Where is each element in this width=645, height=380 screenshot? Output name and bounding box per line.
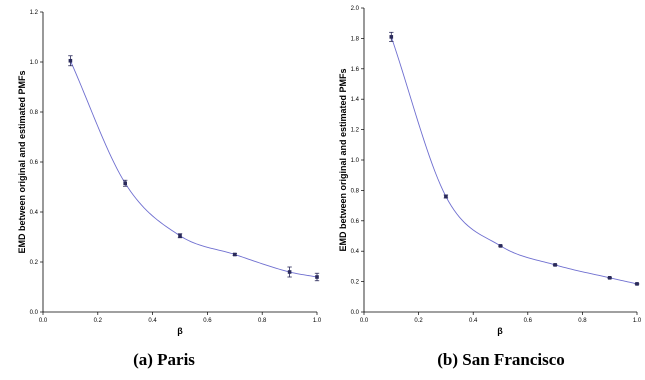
x-tick-label: 0.8 xyxy=(258,318,267,324)
caption-san-francisco: (b) San Francisco xyxy=(437,350,565,369)
y-tick-label: 0.6 xyxy=(351,219,360,225)
data-point xyxy=(553,263,557,267)
y-tick-label: 1.0 xyxy=(351,158,360,164)
ylabel-san-francisco: EMD between original and estimated PMFs xyxy=(338,68,348,251)
data-point xyxy=(444,194,448,199)
y-tick-label: 0.8 xyxy=(351,188,360,194)
x-tick-label: 0.4 xyxy=(148,318,157,324)
x-tick-label: 0.0 xyxy=(360,318,369,324)
x-tick-label: 0.8 xyxy=(578,318,587,324)
data-point xyxy=(287,270,292,274)
x-tick-label: 0.6 xyxy=(524,318,533,324)
y-tick-label: 1.6 xyxy=(351,67,360,73)
data-point xyxy=(498,244,503,248)
x-tick-label: 1.0 xyxy=(313,318,322,324)
xlabel-paris: β xyxy=(177,326,183,336)
y-tick-label: 0.0 xyxy=(351,310,360,316)
y-tick-label: 0.2 xyxy=(351,280,360,286)
chart-san-francisco: EMD between original and estimated PMFs … xyxy=(338,6,642,336)
x-tick-label: 0.2 xyxy=(414,318,423,324)
y-tick-label: 1.2 xyxy=(30,10,39,16)
chart-paris: EMD between original and estimated PMFs … xyxy=(17,10,322,336)
y-tick-label: 1.2 xyxy=(351,128,360,134)
x-tick-label: 1.0 xyxy=(633,318,642,324)
data-point xyxy=(389,35,394,39)
data-point xyxy=(315,275,319,279)
data-point xyxy=(178,233,182,238)
y-tick-label: 1.8 xyxy=(351,36,360,42)
y-tick-label: 1.4 xyxy=(351,97,360,103)
y-tick-label: 0.2 xyxy=(30,260,39,266)
y-tick-label: 2.0 xyxy=(351,6,360,12)
y-tick-label: 0.6 xyxy=(30,160,39,166)
fit-curve-paris xyxy=(69,60,318,278)
data-point xyxy=(68,58,73,63)
data-point xyxy=(635,282,639,286)
ylabel-paris: EMD between original and estimated PMFs xyxy=(17,70,27,253)
y-tick-label: 1.0 xyxy=(30,60,39,66)
x-tick-label: 0.2 xyxy=(94,318,103,324)
y-tick-label: 0.4 xyxy=(30,210,39,216)
x-tick-label: 0.0 xyxy=(39,318,48,324)
xlabel-san-francisco: β xyxy=(497,326,503,336)
y-tick-label: 0.8 xyxy=(30,110,39,116)
x-tick-label: 0.4 xyxy=(469,318,478,324)
data-point xyxy=(607,276,612,280)
fit-curve-san-francisco xyxy=(390,36,638,285)
data-point xyxy=(233,252,237,257)
y-tick-label: 0.4 xyxy=(351,249,360,255)
x-tick-label: 0.6 xyxy=(203,318,212,324)
caption-paris: (a) Paris xyxy=(133,350,195,369)
data-point xyxy=(123,181,127,186)
y-tick-label: 0.0 xyxy=(30,310,39,316)
